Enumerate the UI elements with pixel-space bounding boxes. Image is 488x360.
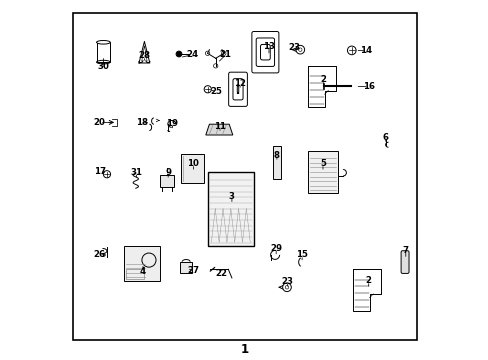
Text: 23: 23 bbox=[287, 43, 300, 52]
Text: 13: 13 bbox=[263, 41, 274, 50]
Bar bbox=[272, 146, 280, 179]
Text: 5: 5 bbox=[319, 159, 325, 168]
Text: 30: 30 bbox=[97, 62, 109, 71]
Text: 8: 8 bbox=[273, 151, 279, 160]
Text: 15: 15 bbox=[296, 251, 307, 259]
Text: 10: 10 bbox=[187, 159, 199, 168]
Bar bbox=[126, 269, 143, 279]
Text: 12: 12 bbox=[234, 79, 245, 88]
Text: 7: 7 bbox=[402, 246, 408, 255]
Text: 4: 4 bbox=[140, 267, 146, 276]
Circle shape bbox=[176, 51, 182, 57]
Text: 31: 31 bbox=[130, 167, 142, 176]
Bar bbox=[180, 262, 192, 273]
FancyBboxPatch shape bbox=[400, 251, 408, 274]
Text: 17: 17 bbox=[94, 166, 105, 175]
Text: 2: 2 bbox=[365, 276, 371, 285]
Ellipse shape bbox=[96, 41, 110, 44]
Text: 1: 1 bbox=[240, 343, 248, 356]
Text: 24: 24 bbox=[186, 50, 198, 59]
Text: 16: 16 bbox=[362, 82, 374, 91]
Bar bbox=[180, 154, 203, 183]
Text: 9: 9 bbox=[165, 167, 171, 176]
Text: 26: 26 bbox=[94, 251, 105, 259]
Text: 25: 25 bbox=[210, 87, 222, 96]
Bar bbox=[207, 172, 253, 246]
Text: 28: 28 bbox=[138, 51, 150, 60]
Bar bbox=[160, 175, 174, 187]
Bar bbox=[124, 246, 159, 281]
Text: 11: 11 bbox=[214, 122, 225, 131]
Text: 19: 19 bbox=[166, 118, 178, 127]
Text: 27: 27 bbox=[187, 266, 199, 275]
Text: 21: 21 bbox=[219, 50, 231, 59]
Text: 29: 29 bbox=[270, 244, 282, 253]
Text: 23: 23 bbox=[281, 277, 293, 286]
Text: 6: 6 bbox=[382, 133, 388, 142]
Text: 3: 3 bbox=[228, 192, 234, 201]
Bar bbox=[307, 151, 337, 193]
Text: 20: 20 bbox=[94, 118, 105, 127]
Bar bbox=[96, 42, 110, 62]
Polygon shape bbox=[205, 124, 232, 135]
Text: 22: 22 bbox=[215, 269, 226, 278]
Text: 2: 2 bbox=[320, 76, 326, 85]
Text: 14: 14 bbox=[359, 46, 371, 55]
Text: 18: 18 bbox=[136, 118, 147, 127]
